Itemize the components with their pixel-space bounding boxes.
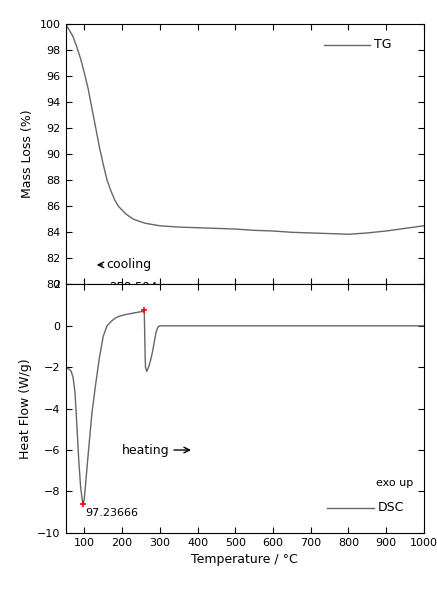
Text: DSC: DSC bbox=[377, 501, 404, 514]
Text: cooling: cooling bbox=[106, 258, 151, 271]
X-axis label: Temperature / °C: Temperature / °C bbox=[191, 553, 298, 566]
Text: exo up: exo up bbox=[376, 478, 413, 488]
Text: 97.23666: 97.23666 bbox=[85, 509, 138, 519]
Y-axis label: Heat Flow (W/g): Heat Flow (W/g) bbox=[19, 358, 32, 459]
Text: 258.594: 258.594 bbox=[109, 281, 158, 294]
Text: TG: TG bbox=[374, 38, 391, 51]
Text: heating: heating bbox=[122, 443, 170, 456]
Y-axis label: Mass Loss (%): Mass Loss (%) bbox=[21, 110, 34, 198]
